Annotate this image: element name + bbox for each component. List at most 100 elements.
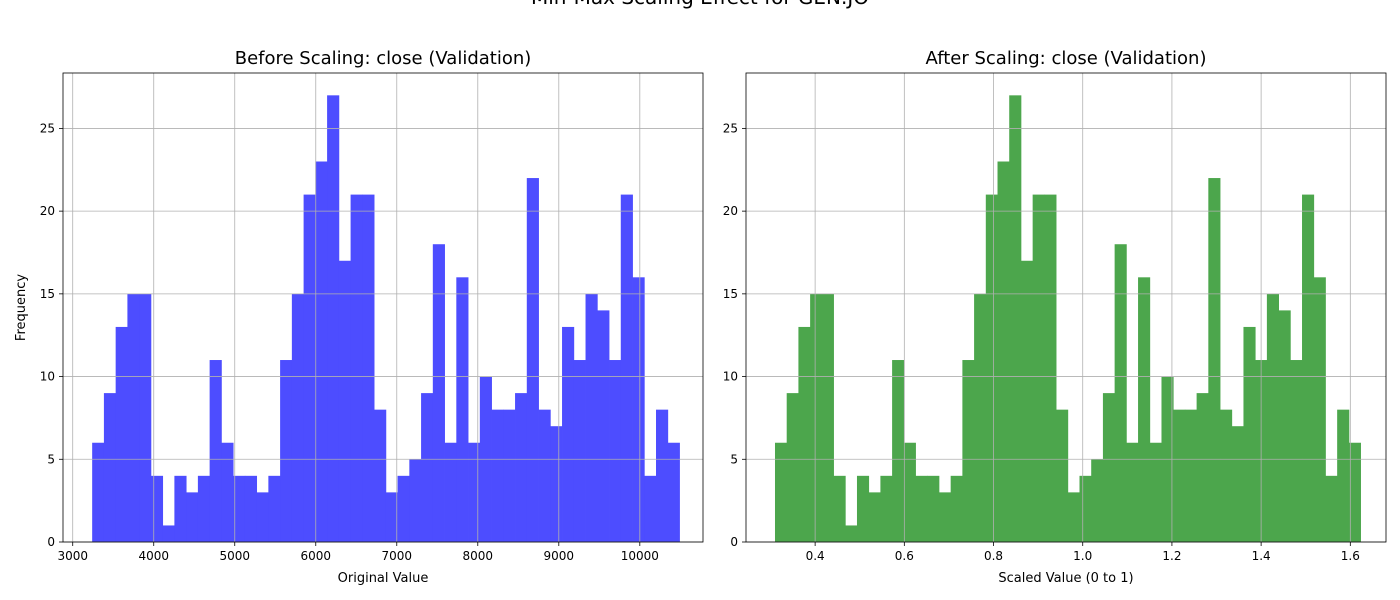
bar — [597, 310, 610, 542]
bar — [798, 326, 811, 542]
bar — [444, 442, 457, 542]
bar — [632, 277, 645, 542]
y-tick-label: 15 — [723, 287, 738, 301]
bar — [585, 293, 598, 542]
bar — [338, 260, 351, 542]
bar — [786, 393, 799, 542]
bar — [115, 326, 128, 542]
bar — [421, 393, 434, 542]
y-tick-label: 10 — [723, 370, 738, 384]
bar — [350, 194, 363, 542]
bar — [233, 475, 246, 542]
bar — [562, 326, 575, 542]
bar — [327, 95, 340, 542]
bar — [774, 442, 788, 542]
bar — [515, 393, 528, 542]
x-tick-label: 8000 — [463, 549, 494, 563]
bar — [1020, 260, 1034, 542]
bar — [985, 194, 998, 542]
y-tick-label: 10 — [40, 370, 55, 384]
y-tick-label: 25 — [723, 121, 738, 135]
bar — [1173, 409, 1186, 542]
bar — [810, 293, 823, 542]
bar — [1138, 277, 1151, 542]
bar — [1114, 244, 1127, 542]
bar — [892, 360, 905, 542]
bar — [656, 409, 669, 542]
bar — [1290, 360, 1303, 542]
bar — [903, 442, 916, 542]
x-tick-label: 3000 — [57, 549, 88, 563]
bar — [821, 293, 834, 542]
bar — [667, 442, 680, 542]
y-tick-label: 20 — [723, 204, 738, 218]
y-axis-label: Frequency — [14, 274, 29, 341]
y-tick-label: 15 — [40, 287, 55, 301]
bar — [432, 244, 445, 542]
x-tick-label: 1.6 — [1341, 549, 1360, 563]
bar — [1149, 442, 1162, 542]
x-tick-label: 9000 — [544, 549, 575, 563]
x-tick-label: 6000 — [300, 549, 331, 563]
bar — [103, 393, 117, 542]
bar — [162, 525, 175, 542]
bar — [1102, 393, 1116, 542]
axes-frame — [62, 72, 704, 543]
bar — [833, 475, 846, 542]
bar — [1231, 426, 1244, 542]
bar — [1325, 475, 1338, 542]
bar — [950, 475, 963, 542]
bar — [550, 426, 563, 542]
x-axis-label: Original Value — [338, 571, 429, 586]
bar — [174, 475, 187, 542]
x-tick-label: 0.4 — [806, 549, 825, 563]
bar — [150, 475, 164, 542]
x-tick-label: 4000 — [138, 549, 169, 563]
bar — [915, 475, 928, 542]
y-tick-label: 0 — [730, 535, 738, 549]
y-tick-label: 5 — [47, 452, 55, 466]
bar — [397, 475, 410, 542]
bar — [644, 475, 657, 542]
bar — [880, 475, 893, 542]
bar — [609, 360, 622, 542]
bar — [409, 459, 422, 542]
bar — [938, 492, 952, 542]
bar — [127, 293, 140, 542]
bar — [1220, 409, 1233, 542]
bar — [1208, 178, 1221, 542]
bar — [92, 442, 105, 542]
bar — [1348, 442, 1361, 542]
bar — [856, 475, 870, 542]
chart-title: After Scaling: close (Validation) — [926, 48, 1207, 69]
x-axis-label: Scaled Value (0 to 1) — [998, 571, 1133, 586]
bar — [209, 360, 222, 542]
figure-suptitle: Min-Max Scaling Effect for GEN.JO — [531, 0, 869, 9]
bar — [1243, 326, 1256, 542]
bar — [362, 194, 375, 542]
bar — [620, 194, 633, 542]
bar — [974, 293, 987, 542]
x-tick-label: 1.0 — [1073, 549, 1092, 563]
bars — [92, 95, 680, 543]
bar — [962, 360, 975, 542]
histogram-before-scaling: 3000 4000 5000 6000 7000 8000 9000 10000 0 5 10 15 2… — [14, 48, 704, 586]
bar — [1313, 277, 1326, 542]
bar — [456, 277, 469, 542]
bar — [526, 178, 539, 542]
bar — [1032, 194, 1045, 542]
bar — [385, 492, 398, 542]
bar — [1067, 492, 1080, 542]
bar — [997, 161, 1010, 543]
bar — [1044, 194, 1057, 542]
y-tick-label: 20 — [40, 204, 55, 218]
x-tick-label: 0.6 — [895, 549, 914, 563]
x-tick-label: 1.2 — [1162, 549, 1181, 563]
bar — [139, 293, 152, 542]
axes-frame — [745, 72, 1387, 543]
bar — [1184, 409, 1198, 542]
bar — [468, 442, 481, 542]
bar — [1196, 393, 1209, 542]
bar — [315, 161, 328, 543]
